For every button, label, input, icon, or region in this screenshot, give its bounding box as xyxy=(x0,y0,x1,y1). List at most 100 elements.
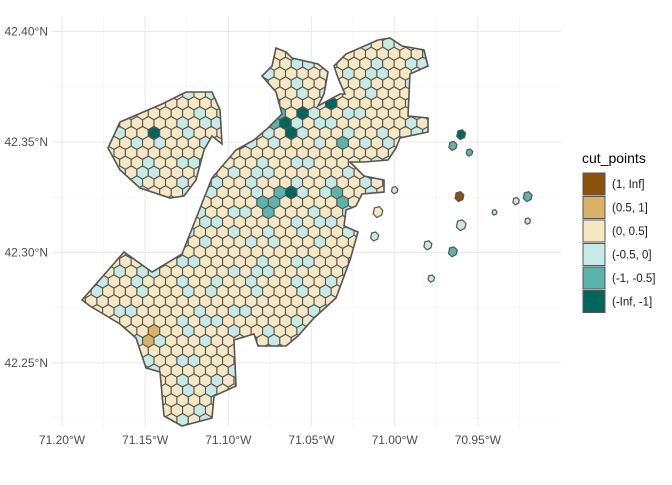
hex-cell xyxy=(410,224,424,240)
hex-cell xyxy=(382,313,395,329)
hex-cell xyxy=(193,422,207,426)
hex-cell xyxy=(164,56,178,71)
hex-cell xyxy=(96,214,109,230)
hex-cell xyxy=(416,412,428,426)
hex-cell xyxy=(279,412,292,426)
hex-cell xyxy=(82,204,92,220)
hex-cell xyxy=(359,353,372,368)
hex-cell xyxy=(82,373,86,388)
hex-cell xyxy=(96,38,109,52)
hex-cell xyxy=(193,66,207,81)
hex-cell xyxy=(387,323,401,339)
hex-cell xyxy=(399,402,412,418)
hex-cell xyxy=(90,46,104,62)
hex-cell xyxy=(387,244,401,260)
hex-cell xyxy=(262,422,275,426)
hex-cell xyxy=(347,373,361,388)
hex-cell xyxy=(416,254,428,269)
hex-cell xyxy=(319,402,332,418)
legend-key xyxy=(582,266,606,290)
hex-cell xyxy=(353,204,367,220)
hex-cell xyxy=(370,333,384,349)
hex-cell xyxy=(102,363,115,378)
hex-cell xyxy=(130,393,144,408)
hex-cell xyxy=(244,38,258,52)
hex-cell xyxy=(182,38,195,42)
hex-cell xyxy=(399,165,412,180)
hex-cell xyxy=(296,46,309,62)
hex-cell xyxy=(82,125,92,141)
hex-cell xyxy=(399,204,412,220)
hex-cell xyxy=(182,66,195,81)
hex-cell xyxy=(82,254,86,269)
hex-cell xyxy=(364,284,378,299)
hex-cell xyxy=(410,323,424,339)
hex-cell xyxy=(233,393,247,408)
hex-cell xyxy=(96,234,109,250)
hex-cell xyxy=(376,244,389,260)
hex-cell xyxy=(422,422,428,426)
hex-cell xyxy=(82,224,92,240)
hex-cell xyxy=(324,412,338,426)
island xyxy=(427,274,436,283)
hex-cell xyxy=(256,412,269,426)
hex-cell xyxy=(96,353,109,368)
hex-cell xyxy=(96,135,109,151)
hex-cell xyxy=(96,56,109,71)
legend-key xyxy=(582,243,606,266)
hex-cell xyxy=(342,402,355,418)
hex-cell xyxy=(336,412,349,426)
hex-cell xyxy=(404,333,418,349)
hex-cell xyxy=(82,353,86,368)
hex-cell xyxy=(136,224,149,240)
hex-cell xyxy=(107,96,121,111)
hex-cell xyxy=(319,38,332,42)
hex-cell xyxy=(359,412,372,426)
hex-cell xyxy=(68,87,79,100)
hex-cell xyxy=(364,383,378,398)
hex-cell xyxy=(262,38,275,42)
hex-cell xyxy=(427,373,428,388)
hex-cell xyxy=(404,412,418,426)
hex-cell xyxy=(96,254,109,269)
hex-cell xyxy=(427,38,428,52)
hex-cell xyxy=(404,393,418,408)
hex-cell xyxy=(136,383,149,398)
hex-cell xyxy=(250,402,264,418)
hex-cell xyxy=(364,402,378,418)
hex-cell xyxy=(113,363,126,378)
hex-cell xyxy=(273,422,287,426)
hex-cell xyxy=(256,96,269,111)
hex-cell xyxy=(142,393,155,408)
hex-cell xyxy=(273,402,287,418)
hex-cell xyxy=(404,294,418,309)
y-tick-label: 42.40°N xyxy=(5,24,49,38)
hex-cell xyxy=(353,284,367,299)
hex-cell xyxy=(393,373,407,388)
hex-cell xyxy=(290,38,304,52)
hex-cell xyxy=(273,38,287,42)
hex-cell xyxy=(324,333,338,349)
hex-cell xyxy=(290,353,304,368)
hex-cell xyxy=(427,96,428,111)
island xyxy=(370,231,380,242)
hex-cell xyxy=(250,38,264,42)
hex-cell xyxy=(82,313,86,329)
hex-cell xyxy=(82,145,92,161)
hex-cell xyxy=(107,333,121,349)
hex-cell xyxy=(434,423,445,436)
x-tick-label: 70.95°W xyxy=(455,433,502,447)
hex-cell xyxy=(136,363,149,378)
hex-cell xyxy=(434,384,445,397)
hex-cell xyxy=(427,155,428,170)
hex-grid xyxy=(68,38,445,436)
hex-cell xyxy=(307,363,321,378)
hex-cell xyxy=(404,274,418,289)
hex-cell xyxy=(102,204,115,220)
hex-cell xyxy=(387,224,401,240)
y-tick-label: 42.30°N xyxy=(5,245,49,259)
hex-cell xyxy=(102,105,115,121)
x-tick-label: 71.10°W xyxy=(205,433,252,447)
hex-cell xyxy=(353,244,367,260)
hex-cell xyxy=(422,66,428,81)
